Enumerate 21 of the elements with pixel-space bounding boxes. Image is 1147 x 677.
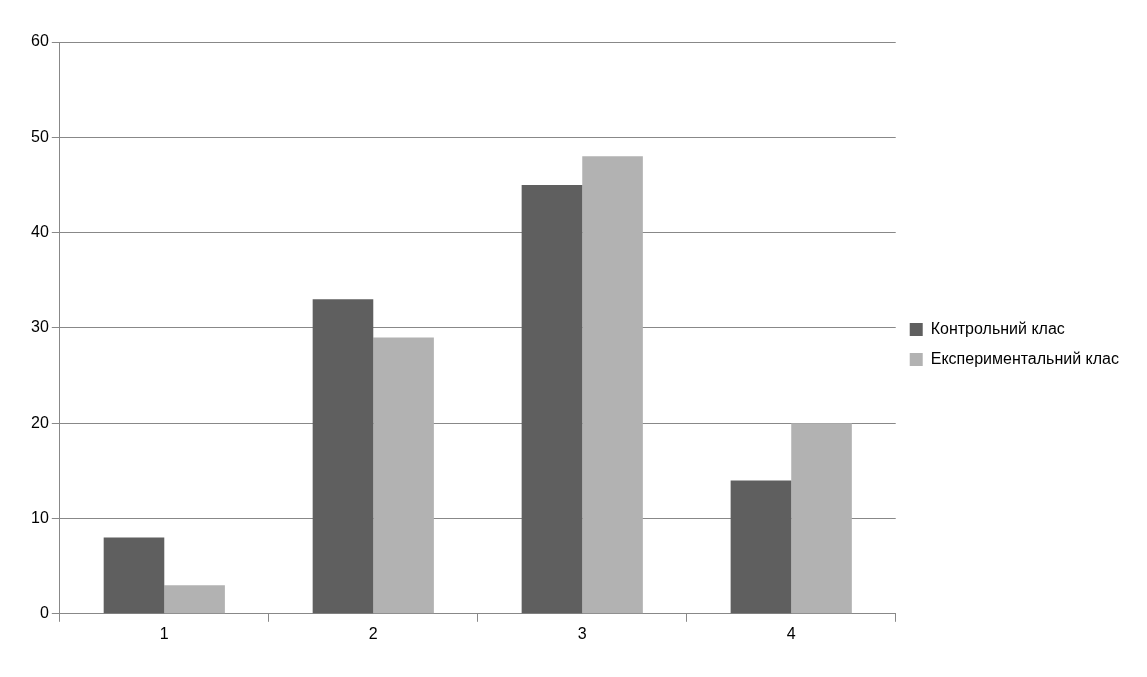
y-tick-label: 20	[31, 413, 49, 431]
x-tick-label: 2	[368, 624, 378, 642]
bar	[582, 156, 643, 614]
x-tick-label: 1	[159, 624, 169, 642]
legend-label: Контрольний клас	[930, 319, 1065, 337]
bar	[730, 480, 792, 614]
bar	[521, 184, 583, 614]
x-tick-label: 4	[786, 624, 796, 642]
bar	[791, 423, 852, 614]
x-tick-label: 3	[577, 624, 587, 642]
legend-label: Експериментальний клас	[930, 349, 1120, 367]
bar	[103, 537, 165, 614]
y-tick-label: 60	[31, 32, 49, 50]
y-tick-label: 0	[39, 604, 49, 622]
bar	[373, 337, 434, 614]
bar	[164, 585, 225, 614]
y-tick-label: 40	[31, 223, 49, 241]
y-tick-label: 30	[31, 318, 49, 336]
y-tick-label: 50	[31, 127, 49, 145]
bar	[312, 299, 374, 614]
y-tick-label: 10	[31, 508, 49, 526]
